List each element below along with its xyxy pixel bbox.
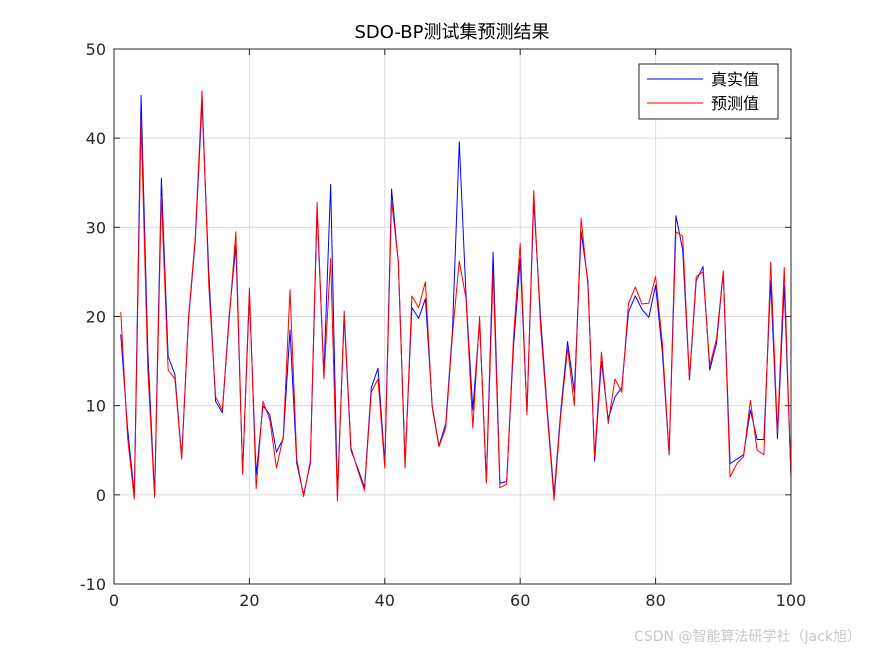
legend-label: 预测值 xyxy=(711,94,759,113)
legend-box xyxy=(638,63,779,120)
chart-title: SDO-BP测试集预测结果 xyxy=(354,22,549,43)
y-tick-label: 30 xyxy=(86,218,106,237)
x-tick-label: 20 xyxy=(239,591,259,610)
watermark: CSDN @智能算法研学社（Jack旭） xyxy=(634,629,861,645)
y-tick-label: 50 xyxy=(86,40,106,59)
x-tick-label: 80 xyxy=(645,591,665,610)
x-tick-label: 60 xyxy=(510,591,530,610)
y-tick-label: 20 xyxy=(86,308,106,327)
y-tick-label: -10 xyxy=(80,575,106,594)
x-tick-label: 0 xyxy=(109,591,119,610)
legend-label: 真实值 xyxy=(711,70,759,89)
y-tick-label: 10 xyxy=(86,397,106,416)
x-tick-label: 40 xyxy=(375,591,395,610)
series-line-2 xyxy=(120,90,792,502)
x-tick-label: 100 xyxy=(776,591,807,610)
y-tick-label: 40 xyxy=(86,129,106,148)
series-layer xyxy=(120,90,792,502)
y-tick-label: 0 xyxy=(96,486,106,505)
